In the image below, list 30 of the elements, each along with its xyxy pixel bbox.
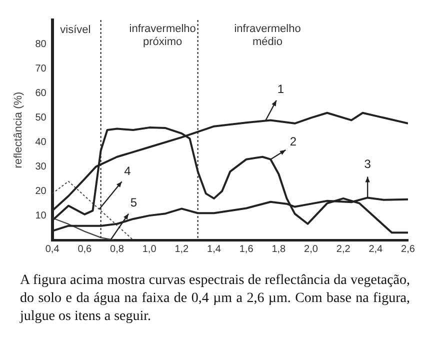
x-tick-label: 1,0 [142,244,157,255]
y-tick-label: 60 [35,88,47,100]
annotation: 3 [364,157,372,172]
x-tick-label: 1,6 [239,244,254,255]
x-tick-label: 2,0 [304,244,318,255]
x-tick-label: 2,2 [336,244,351,255]
y-tick-label: 10 [35,210,47,222]
x-tick-label: 1,8 [272,244,286,255]
y-tick-label: 20 [35,186,47,197]
y-tick-label: 80 [35,39,47,50]
annotation: 1 [277,82,284,96]
annotation: infravermelho médio [234,22,301,48]
y-axis-title: reflectância (%) [12,92,25,168]
x-tick-label: 1,4 [207,244,222,255]
x-tick-label: 1,2 [174,244,190,255]
x-tick-label: 2,4 [368,244,384,255]
annotation: 2 [290,134,297,149]
y-tick-label: 40 [35,136,47,148]
x-tick-label: 0,4 [45,244,60,255]
x-tick-label: 0,6 [78,244,92,255]
y-tick-label: 70 [35,64,47,75]
annotation: 5 [130,196,138,210]
y-tick-label: 30 [35,161,47,172]
annotation: 4 [124,164,132,178]
text: A figura acima mostra curvas espectrais de reflectância da vegetação, do solo e da água na faixa de 0,4 µm a 2,6 µm. Com base na figura, julgue os itens a seguir. [20,272,410,326]
x-tick-label: 2,6 [401,244,416,255]
annotation: infravermelho próximo [129,22,196,48]
y-tick-label: 50 [35,112,47,124]
x-tick-label: 0,8 [110,244,124,255]
annotation: visível [60,24,91,36]
